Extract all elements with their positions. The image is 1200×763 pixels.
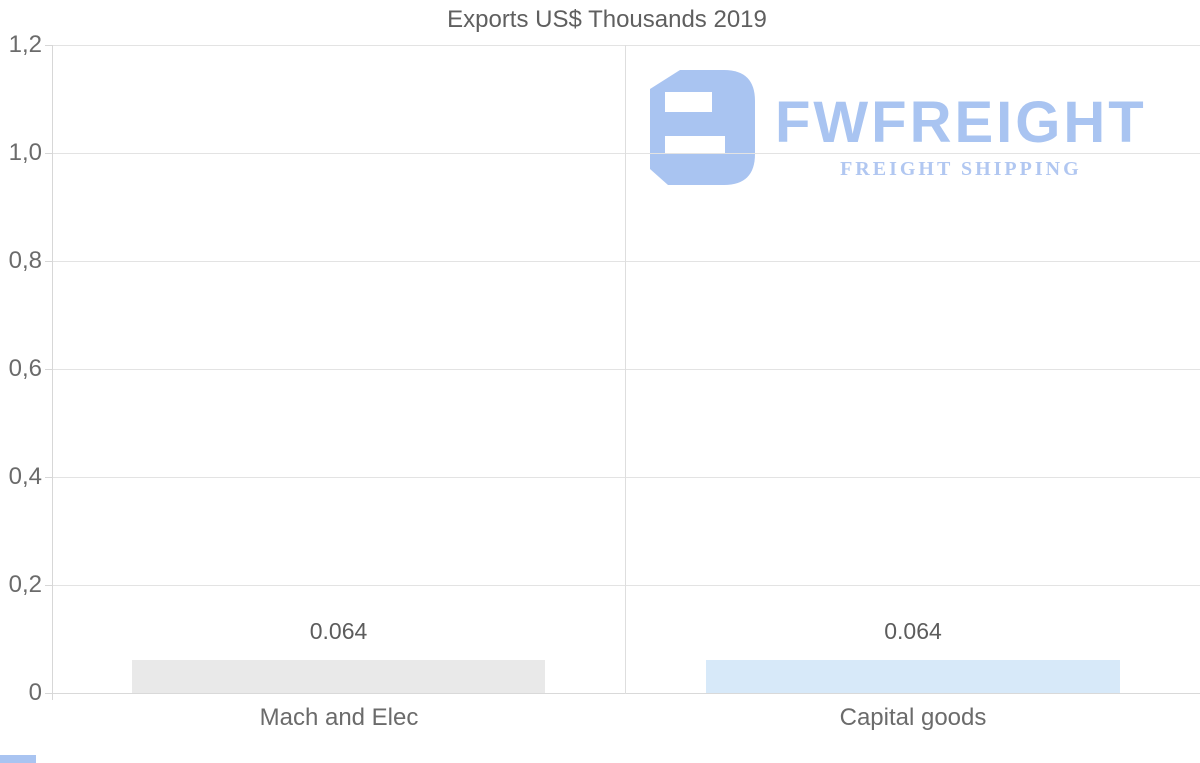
logo-tagline-text: FREIGHT SHIPPING [840,158,1082,180]
x-axis-label-capital-goods: Capital goods [839,704,987,731]
y-tick [45,369,52,370]
gridline-0_2 [52,585,1200,586]
y-tick [45,45,52,46]
gridline-1_2 [52,45,1200,46]
corner-accent-fragment [0,755,36,763]
logo-text-block: FWFREIGHT FREIGHT SHIPPING [775,70,1147,185]
bar-mach-and-elec [132,660,545,693]
logo-brand-text: FWFREIGHT [775,90,1147,155]
fwfreight-logo-icon [650,70,755,185]
y-axis-label: 1,2 [8,31,42,58]
y-axis-label: 0,8 [8,247,42,274]
x-axis-label-mach-and-elec: Mach and Elec [259,704,419,731]
bar-capital-goods [706,660,1120,693]
y-axis-label: 1,0 [8,139,42,166]
category-divider-gridline [625,45,626,694]
y-tick [45,477,52,478]
y-tick [45,693,52,694]
y-axis-line [52,45,53,700]
y-axis-label: 0 [28,679,42,706]
fwfreight-logo: FWFREIGHT FREIGHT SHIPPING [650,70,1147,185]
y-tick [45,261,52,262]
x-axis-baseline [52,693,1200,694]
gridline-0_6 [52,369,1200,370]
y-axis-label: 0,4 [8,463,42,490]
gridline-0_4 [52,477,1200,478]
chart-title: Exports US$ Thousands 2019 [447,6,767,33]
gridline-0_8 [52,261,1200,262]
y-axis-label: 0,2 [8,571,42,598]
y-tick [45,585,52,586]
bar-value-label-capital-goods: 0.064 [884,618,942,644]
y-tick [45,153,52,154]
bar-value-label-mach-and-elec: 0.064 [309,618,368,644]
gridline-1_0 [52,153,1200,154]
y-axis-label: 0,6 [8,355,42,382]
